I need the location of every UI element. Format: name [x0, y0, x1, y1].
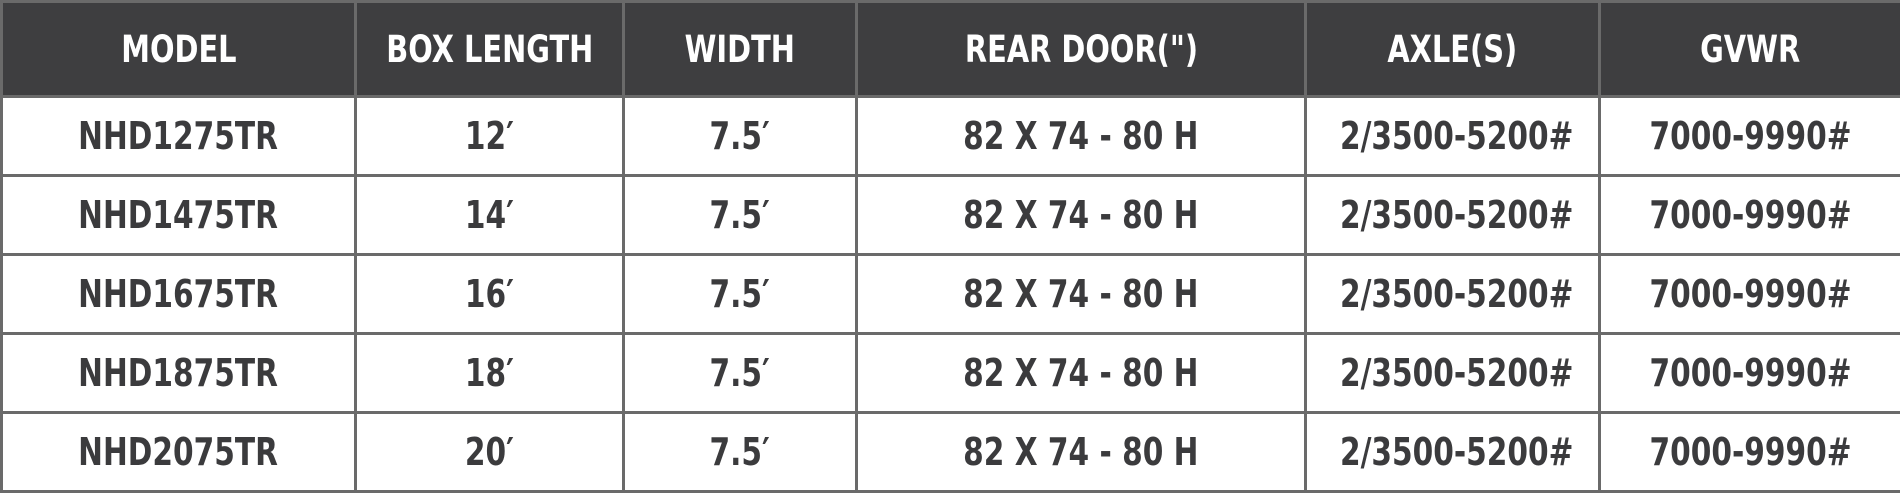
table-row: NHD1475TR 14′ 7.5′ 82 X 74 - 80 H 2/3500-520… [2, 176, 1900, 255]
table-cell-text: 2/3500-5200# [1340, 430, 1574, 474]
table-cell: 2/3500-5200# [1306, 413, 1600, 492]
table-cell-text: 82 X 74 - 80 H [963, 193, 1198, 237]
table-cell: 82 X 74 - 80 H [857, 413, 1306, 492]
table-cell: 18′ [356, 334, 624, 413]
header-cell-text: AXLE(S) [1388, 28, 1518, 71]
table-cell-text: 7.5′ [710, 351, 770, 395]
table-cell-text: NHD1875TR [79, 351, 279, 395]
table-cell: 82 X 74 - 80 H [857, 334, 1306, 413]
table-cell-text: 82 X 74 - 80 H [963, 430, 1198, 474]
table-cell: 7.5′ [624, 413, 857, 492]
header-cell-text: MODEL [121, 28, 236, 71]
table-cell-text: 12′ [465, 114, 514, 158]
table-cell-text: 18′ [465, 351, 514, 395]
table-row: NHD1875TR 18′ 7.5′ 82 X 74 - 80 H 2/3500-520… [2, 334, 1900, 413]
table-cell: 2/3500-5200# [1306, 334, 1600, 413]
header-cell-text: REAR DOOR(") [964, 28, 1197, 71]
table-cell-text: 7.5′ [710, 193, 770, 237]
table-cell-text: 16′ [465, 272, 514, 316]
header-cell-text: BOX LENGTH [386, 28, 593, 71]
table-cell: 7000-9990# [1600, 255, 1900, 334]
table-cell: 2/3500-5200# [1306, 255, 1600, 334]
header-cell: REAR DOOR(") [857, 2, 1306, 97]
table-cell-text: 7.5′ [710, 430, 770, 474]
table-cell: 82 X 74 - 80 H [857, 176, 1306, 255]
table-cell: 7.5′ [624, 176, 857, 255]
table-cell: 7000-9990# [1600, 97, 1900, 176]
table-cell-text: 7.5′ [710, 114, 770, 158]
table-cell: NHD1275TR [2, 97, 356, 176]
table-cell: 82 X 74 - 80 H [857, 255, 1306, 334]
header-cell: GVWR [1600, 2, 1900, 97]
table-cell-text: NHD2075TR [79, 430, 279, 474]
table-cell-text: 7000-9990# [1649, 193, 1851, 237]
table-cell: 20′ [356, 413, 624, 492]
header-cell: AXLE(S) [1306, 2, 1600, 97]
table-cell: 7.5′ [624, 255, 857, 334]
table-cell: 14′ [356, 176, 624, 255]
table-cell-text: NHD1475TR [79, 193, 279, 237]
table-cell: 16′ [356, 255, 624, 334]
table-cell-text: 2/3500-5200# [1340, 114, 1574, 158]
table-cell-text: NHD1675TR [79, 272, 279, 316]
table-cell: NHD1675TR [2, 255, 356, 334]
table-row: NHD1675TR 16′ 7.5′ 82 X 74 - 80 H 2/3500-520… [2, 255, 1900, 334]
header-cell-text: WIDTH [685, 28, 795, 71]
table-cell-text: 2/3500-5200# [1340, 193, 1574, 237]
table-cell-text: 82 X 74 - 80 H [963, 272, 1198, 316]
table-cell: 12′ [356, 97, 624, 176]
table-cell-text: 82 X 74 - 80 H [963, 351, 1198, 395]
table-cell-text: 7.5′ [710, 272, 770, 316]
table-cell-text: 20′ [465, 430, 514, 474]
table-cell-text: 2/3500-5200# [1340, 272, 1574, 316]
header-row: MODEL BOX LENGTH WIDTH REAR DOOR(") AXLE(S) G… [2, 2, 1900, 97]
table-cell: 7000-9990# [1600, 176, 1900, 255]
table-cell: 2/3500-5200# [1306, 97, 1600, 176]
table-cell-text: 14′ [465, 193, 514, 237]
table-cell-text: 7000-9990# [1649, 430, 1851, 474]
table-cell: 7.5′ [624, 97, 857, 176]
table-cell-text: 7000-9990# [1649, 114, 1851, 158]
header-cell: BOX LENGTH [356, 2, 624, 97]
table-body: NHD1275TR 12′ 7.5′ 82 X 74 - 80 H 2/3500-520… [2, 97, 1900, 492]
table-cell-text: 82 X 74 - 80 H [963, 114, 1198, 158]
table-cell: NHD1875TR [2, 334, 356, 413]
table-row: NHD1275TR 12′ 7.5′ 82 X 74 - 80 H 2/3500-520… [2, 97, 1900, 176]
table-row: NHD2075TR 20′ 7.5′ 82 X 74 - 80 H 2/3500-520… [2, 413, 1900, 492]
header-cell-text: GVWR [1700, 28, 1800, 71]
table-cell-text: NHD1275TR [79, 114, 279, 158]
table-cell: NHD1475TR [2, 176, 356, 255]
table-cell-text: 7000-9990# [1649, 351, 1851, 395]
table-cell: 7.5′ [624, 334, 857, 413]
table-cell: 82 X 74 - 80 H [857, 97, 1306, 176]
table-cell-text: 2/3500-5200# [1340, 351, 1574, 395]
table-cell: 2/3500-5200# [1306, 176, 1600, 255]
table-cell: NHD2075TR [2, 413, 356, 492]
table-cell: 7000-9990# [1600, 334, 1900, 413]
table-cell-text: 7000-9990# [1649, 272, 1851, 316]
header-cell: MODEL [2, 2, 356, 97]
table-cell: 7000-9990# [1600, 413, 1900, 492]
header-cell: WIDTH [624, 2, 857, 97]
